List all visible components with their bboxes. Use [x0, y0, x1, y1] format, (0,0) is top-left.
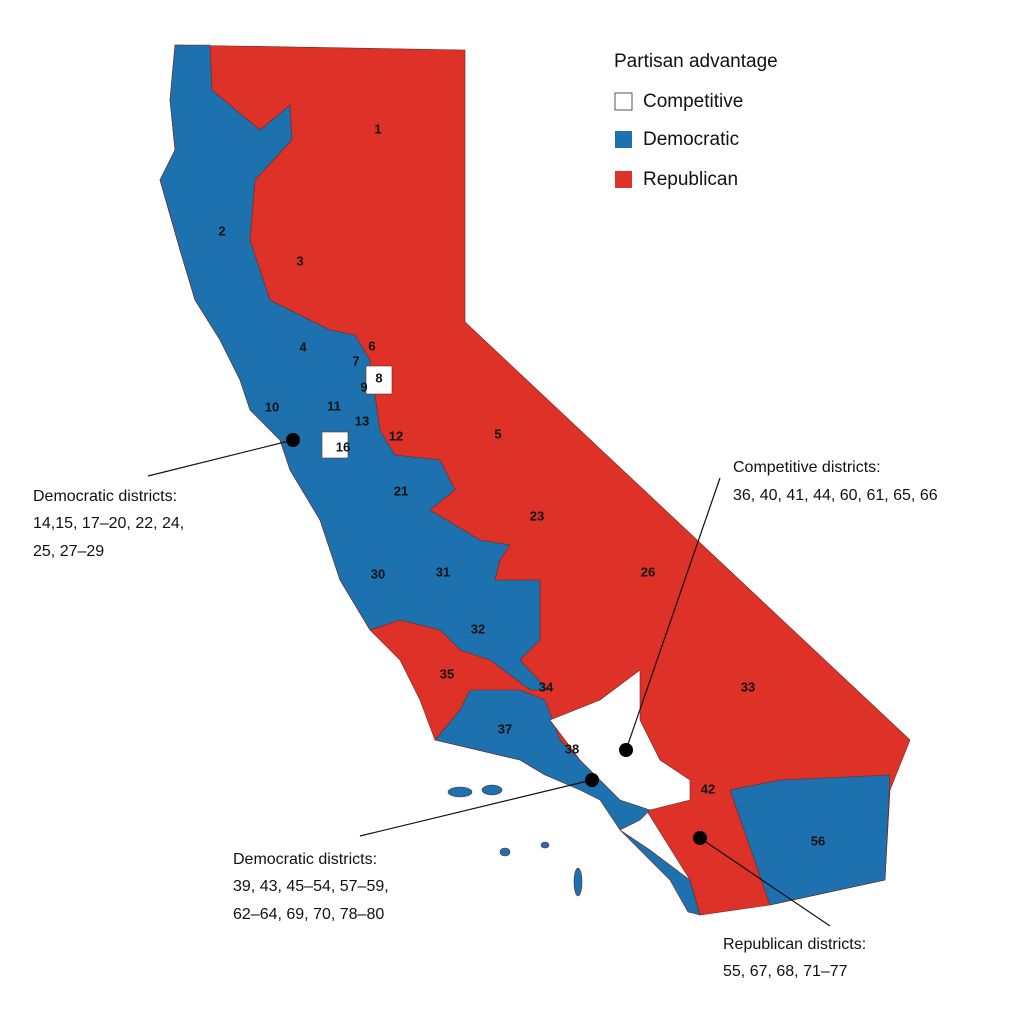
- location-dot: [286, 433, 300, 447]
- district-label: 12: [389, 428, 403, 443]
- callout-text: 25, 27–29: [33, 543, 104, 560]
- legend-label: Democratic: [643, 129, 739, 150]
- callout-text: Democratic districts:: [233, 851, 377, 868]
- district-label: 26: [641, 564, 655, 579]
- democratic-region: [619, 829, 701, 916]
- district-label: 9: [360, 379, 367, 394]
- leader-lines: [147, 433, 831, 927]
- callout-text: 62–64, 69, 70, 78–80: [233, 906, 384, 923]
- district-label: 10: [265, 399, 279, 414]
- district-label: 38: [565, 741, 579, 756]
- district-label: 31: [436, 564, 450, 579]
- legend-label: Republican: [643, 169, 738, 190]
- district-label: 2: [218, 223, 225, 238]
- location-dot: [619, 743, 633, 757]
- legend-title: Partisan advantage: [614, 51, 778, 72]
- district-label: 4: [299, 339, 307, 354]
- district-label: 34: [539, 679, 554, 694]
- district-label: 16: [336, 439, 350, 454]
- leader-line: [625, 477, 721, 751]
- district-label: 23: [530, 508, 544, 523]
- state-map: [159, 44, 911, 916]
- legend: Partisan advantage Competitive Democrati…: [614, 51, 778, 190]
- district-label: 56: [811, 833, 825, 848]
- democratic-region: [159, 44, 549, 691]
- district-labels: 1 2 3 4 5 6 7 8 9 10 11 12 13 16 21 23 2…: [218, 121, 825, 848]
- legend-swatch: [615, 131, 632, 148]
- callout-text: Competitive districts:: [733, 459, 881, 476]
- island: [447, 786, 473, 798]
- district-label: 35: [440, 666, 454, 681]
- district-label: 11: [327, 398, 341, 413]
- district-label: 13: [355, 413, 369, 428]
- callout-text: 55, 67, 68, 71–77: [723, 963, 848, 980]
- island: [481, 784, 503, 796]
- district-label: 3: [296, 253, 303, 268]
- legend-label: Competitive: [643, 91, 743, 112]
- location-dot: [693, 831, 707, 845]
- callout-text: Republican districts:: [723, 936, 866, 953]
- callout-text: Democratic districts:: [33, 488, 177, 505]
- leader-line: [699, 837, 831, 927]
- leader-line: [359, 779, 593, 837]
- competitive-region: [321, 431, 349, 459]
- district-label: 6: [368, 338, 375, 353]
- island: [540, 841, 550, 849]
- district-label: 32: [471, 621, 485, 636]
- callout-text: 39, 43, 45–54, 57–59,: [233, 878, 389, 895]
- district-label: 5: [494, 426, 501, 441]
- district-label: 21: [394, 483, 408, 498]
- competitive-region: [365, 365, 393, 395]
- district-label: 30: [371, 566, 385, 581]
- callout-text: 14,15, 17–20, 22, 24,: [33, 515, 184, 532]
- district-label: 37: [498, 721, 512, 736]
- district-label: 7: [352, 353, 359, 368]
- island: [499, 847, 511, 857]
- district-label: 8: [375, 370, 382, 385]
- district-label: 33: [741, 679, 755, 694]
- district-label: 1: [374, 121, 381, 136]
- legend-swatch: [615, 171, 632, 188]
- leader-line: [147, 439, 294, 477]
- location-dot: [585, 773, 599, 787]
- democratic-region: [729, 774, 891, 906]
- callout-text: 36, 40, 41, 44, 60, 61, 65, 66: [733, 487, 938, 504]
- legend-swatch: [614, 92, 633, 111]
- island: [573, 867, 583, 897]
- callouts: Democratic districts: 14,15, 17–20, 22, …: [33, 459, 938, 980]
- district-label: 42: [701, 781, 715, 796]
